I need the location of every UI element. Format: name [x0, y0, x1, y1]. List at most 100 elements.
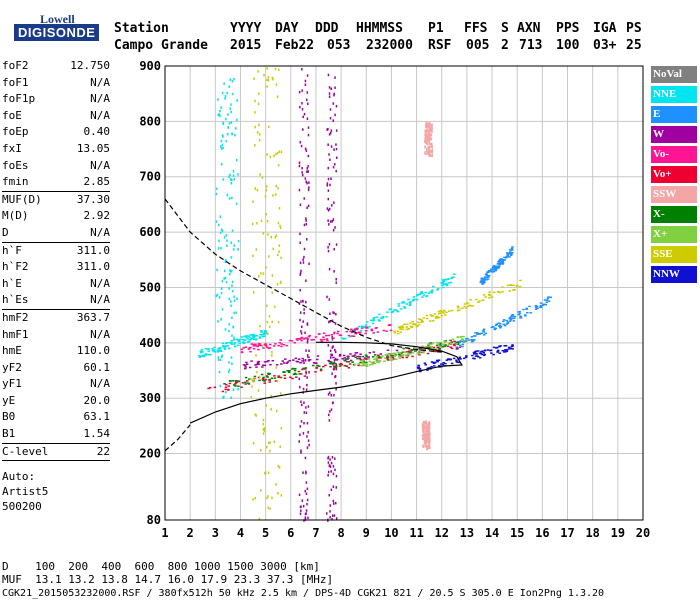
x-tick-label: 12: [435, 526, 449, 540]
trace-point: [320, 340, 324, 342]
trace-point: [235, 311, 237, 314]
trace-point: [295, 376, 298, 378]
trace-point: [387, 324, 391, 327]
trace-point: [338, 353, 342, 356]
trace-point: [425, 441, 427, 444]
trace-point: [421, 347, 425, 350]
trace-point: [458, 356, 462, 359]
trace-point: [489, 349, 492, 352]
trace-point: [324, 364, 327, 367]
trace-point: [428, 146, 430, 149]
trace-point: [333, 92, 335, 96]
trace-point: [271, 274, 274, 277]
trace-point: [426, 428, 428, 432]
trace-point: [201, 355, 204, 357]
trace-point: [445, 311, 448, 314]
trace-point: [464, 340, 467, 343]
trace-point: [277, 187, 279, 190]
trace-point: [480, 277, 484, 280]
trace-point: [449, 281, 453, 284]
trace-point: [425, 434, 427, 438]
param-value: 12.750: [70, 59, 110, 72]
trace-point: [427, 138, 430, 142]
trace-point: [425, 125, 427, 128]
trace-point: [335, 382, 337, 385]
trace-point: [228, 287, 230, 290]
trace-point: [411, 325, 414, 328]
trace-point: [437, 341, 441, 344]
trace-point: [496, 265, 499, 267]
trace-point: [228, 341, 232, 344]
trace-point: [498, 260, 502, 262]
trace-point: [364, 354, 368, 356]
trace-point: [363, 362, 366, 365]
trace-point: [246, 338, 249, 340]
trace-point: [228, 368, 231, 372]
trace-point: [427, 135, 429, 139]
trace-point: [480, 280, 483, 283]
trace-point: [262, 364, 265, 366]
legend-entry: SSE: [651, 246, 697, 263]
trace-point: [224, 386, 228, 389]
param-row: foF2 12.750: [2, 58, 110, 75]
trace-point: [221, 228, 223, 231]
trace-point: [299, 318, 301, 322]
trace-point: [442, 309, 446, 312]
trace-point: [422, 430, 425, 434]
trace-point: [356, 355, 359, 358]
trace-point: [263, 427, 266, 430]
trace-point: [336, 330, 340, 333]
trace-point: [255, 338, 258, 340]
trace-point: [418, 349, 422, 351]
trace-point: [437, 316, 441, 319]
trace-point: [329, 319, 332, 323]
trace-point: [480, 278, 483, 280]
trace-point: [247, 383, 251, 385]
trace-point: [423, 427, 426, 431]
trace-point: [450, 341, 454, 343]
trace-point: [430, 290, 434, 293]
trace-point: [308, 262, 310, 266]
trace-point: [389, 308, 393, 310]
trace-series: [198, 77, 456, 399]
trace-point: [329, 458, 331, 461]
trace-point: [339, 334, 343, 337]
trace-point: [333, 270, 335, 273]
trace-point: [302, 299, 304, 303]
trace-point: [423, 441, 426, 445]
trace-point: [525, 308, 528, 310]
trace-point: [485, 279, 488, 281]
trace-point: [328, 464, 331, 467]
trace-point: [266, 78, 268, 82]
trace-point: [401, 328, 404, 331]
trace-point: [437, 346, 440, 349]
trace-point: [225, 117, 227, 121]
trace-point: [377, 361, 380, 364]
trace-point: [395, 309, 399, 312]
trace-point: [307, 431, 309, 434]
trace-point: [422, 437, 424, 441]
trace-point: [305, 222, 308, 226]
trace-point: [441, 363, 445, 366]
trace-series: [421, 121, 434, 451]
trace-point: [424, 151, 426, 154]
trace-point: [330, 461, 333, 465]
trace-point: [456, 336, 460, 339]
trace-point: [456, 361, 459, 363]
trace-point: [335, 367, 338, 371]
trace-point: [503, 259, 506, 261]
trace-point: [304, 83, 307, 86]
trace-point: [329, 220, 332, 223]
trace-point: [295, 338, 299, 340]
trace-point: [425, 437, 427, 441]
trace-point: [305, 512, 307, 515]
trace-point: [240, 351, 244, 353]
trace-point: [305, 279, 307, 282]
trace-point: [351, 330, 355, 332]
trace-series: [416, 344, 514, 373]
trace-point: [299, 141, 302, 144]
trace-point: [424, 433, 427, 437]
legend-entry: SSW: [651, 186, 697, 203]
trace-point: [428, 445, 431, 449]
trace-point: [412, 322, 416, 325]
